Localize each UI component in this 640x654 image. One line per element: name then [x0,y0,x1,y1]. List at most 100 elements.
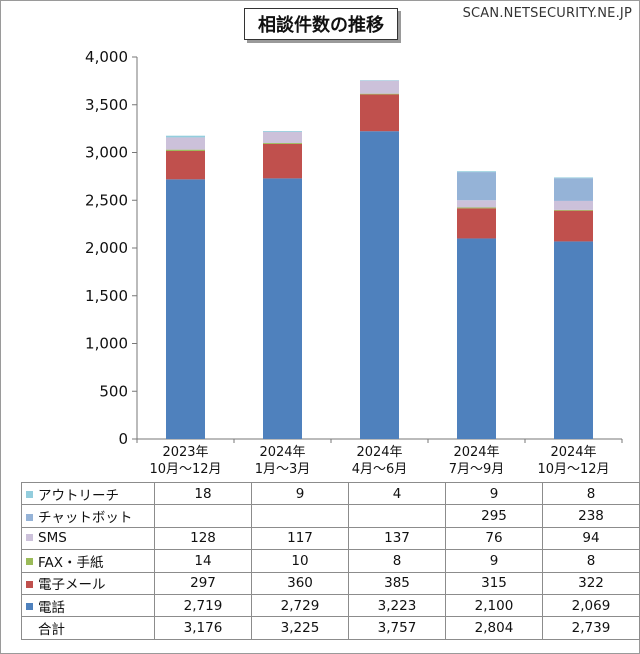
bar-segment [457,172,496,201]
bar-segment [360,80,399,81]
chart-title: 相談件数の推移 [244,8,398,40]
legend-key [26,603,33,611]
table-cell: 137 [348,526,446,551]
table-row: FAX・手紙 14 10 8 9 8 [21,549,640,573]
table-cell: 2,069 [542,593,640,618]
table-cell: 295 [445,504,543,528]
bar-segment [457,208,496,239]
row-label-text: チャットボット [38,510,133,527]
bar-segment [166,179,205,439]
x-category-label: 4月～6月 [352,462,408,477]
bar-segment [457,238,496,439]
table-cell: 8 [542,549,640,573]
legend-key [26,558,33,566]
table-cell: 18 [154,481,252,506]
row-label: チャットボット [21,504,155,528]
x-category-label: 2023年 [162,445,208,460]
table-cell: 128 [154,526,252,551]
y-tick-label: 4,000 [85,48,128,66]
table-cell [251,504,349,528]
data-table: アウトリーチ 18 9 4 9 8 チャットボット 295 238 SMS 128 117 137 76 9… [21,481,640,640]
bar-segment [166,150,205,180]
y-tick-label: 2,500 [85,191,128,209]
bar-segment [457,207,496,209]
bar-segment [360,93,399,95]
table-cell: 9 [251,481,349,506]
legend-key [26,513,33,521]
bar-segment [554,178,593,201]
row-label-text: 合計 [38,622,65,639]
bar-segment [166,135,205,138]
table-cell: 2,804 [445,616,543,640]
x-category-label: 7月～9月 [449,462,505,477]
bar-segment [554,200,593,210]
table-row: アウトリーチ 18 9 4 9 8 [21,481,640,506]
table-cell: 238 [542,504,640,528]
table-cell: 297 [154,571,252,595]
table-cell: 9 [445,549,543,573]
table-cell: 2,739 [542,616,640,640]
legend-key [26,533,33,541]
bar-segment [554,241,593,439]
y-tick-label: 3,000 [85,144,128,162]
row-label: SMS [21,526,155,551]
table-cell [348,504,446,528]
y-tick-label: 3,500 [85,96,128,114]
row-label-text: 電子メール [38,577,106,594]
x-category-label: 2024年 [356,445,402,460]
bar-segment [263,143,302,145]
table-cell: 3,757 [348,616,446,640]
table-cell: 9 [445,481,543,506]
table-cell: 10 [251,549,349,573]
table-cell: 14 [154,549,252,573]
table-row: 電子メール 297 360 385 315 322 [21,571,640,595]
table-cell: 3,225 [251,616,349,640]
table-cell: 3,176 [154,616,252,640]
table-cell: 3,223 [348,593,446,618]
row-label: 合計 [21,616,155,640]
table-cell: 360 [251,571,349,595]
table-cell: 315 [445,571,543,595]
table-cell: 8 [348,549,446,573]
row-label-text: アウトリーチ [38,487,119,504]
source-credit: SCAN.NETSECURITY.NE.JP [462,6,632,21]
y-tick-label: 0 [118,430,128,448]
table-cell: 2,729 [251,593,349,618]
x-category-label: 2024年 [259,445,305,460]
table-cell: 385 [348,571,446,595]
table-row: SMS 128 117 137 76 94 [21,526,640,551]
row-label: アウトリーチ [21,481,155,506]
table-row: チャットボット 295 238 [21,504,640,528]
y-tick-label: 1,000 [85,335,128,353]
table-row: 電話 2,719 2,729 3,223 2,100 2,069 [21,593,640,618]
x-category-label: 10月～12月 [537,462,609,477]
row-label: 電話 [21,593,155,618]
row-label-text: SMS [38,530,67,547]
bar-segment [263,178,302,439]
y-tick-label: 2,000 [85,239,128,257]
bar-segment [457,171,496,173]
y-tick-label: 500 [99,382,128,400]
table-cell: 94 [542,526,640,551]
legend-key [26,491,33,499]
table-row: 合計 3,176 3,225 3,757 2,804 2,739 [21,616,640,640]
y-tick-label: 1,500 [85,287,128,305]
bar-segment [360,94,399,132]
row-label: 電子メール [21,571,155,595]
bar-segment [554,209,593,211]
bar-segment [166,149,205,151]
x-category-label: 2024年 [453,445,499,460]
legend-key [26,580,33,588]
row-label-text: FAX・手紙 [38,554,104,571]
stacked-bar-chart: 0 500 1,000 1,500 2,000 2,500 3,000 3,500 4,000 2… [85,48,623,477]
bar-segment [360,131,399,440]
x-category-label: 2024年 [550,445,596,460]
bar-segment [457,200,496,208]
x-category-label: 10月～12月 [149,462,221,477]
x-category-label: 1月～3月 [255,462,311,477]
table-cell: 8 [542,481,640,506]
row-label: FAX・手紙 [21,549,155,573]
bar-segment [554,210,593,242]
table-cell: 2,719 [154,593,252,618]
bar-segment [263,131,302,144]
